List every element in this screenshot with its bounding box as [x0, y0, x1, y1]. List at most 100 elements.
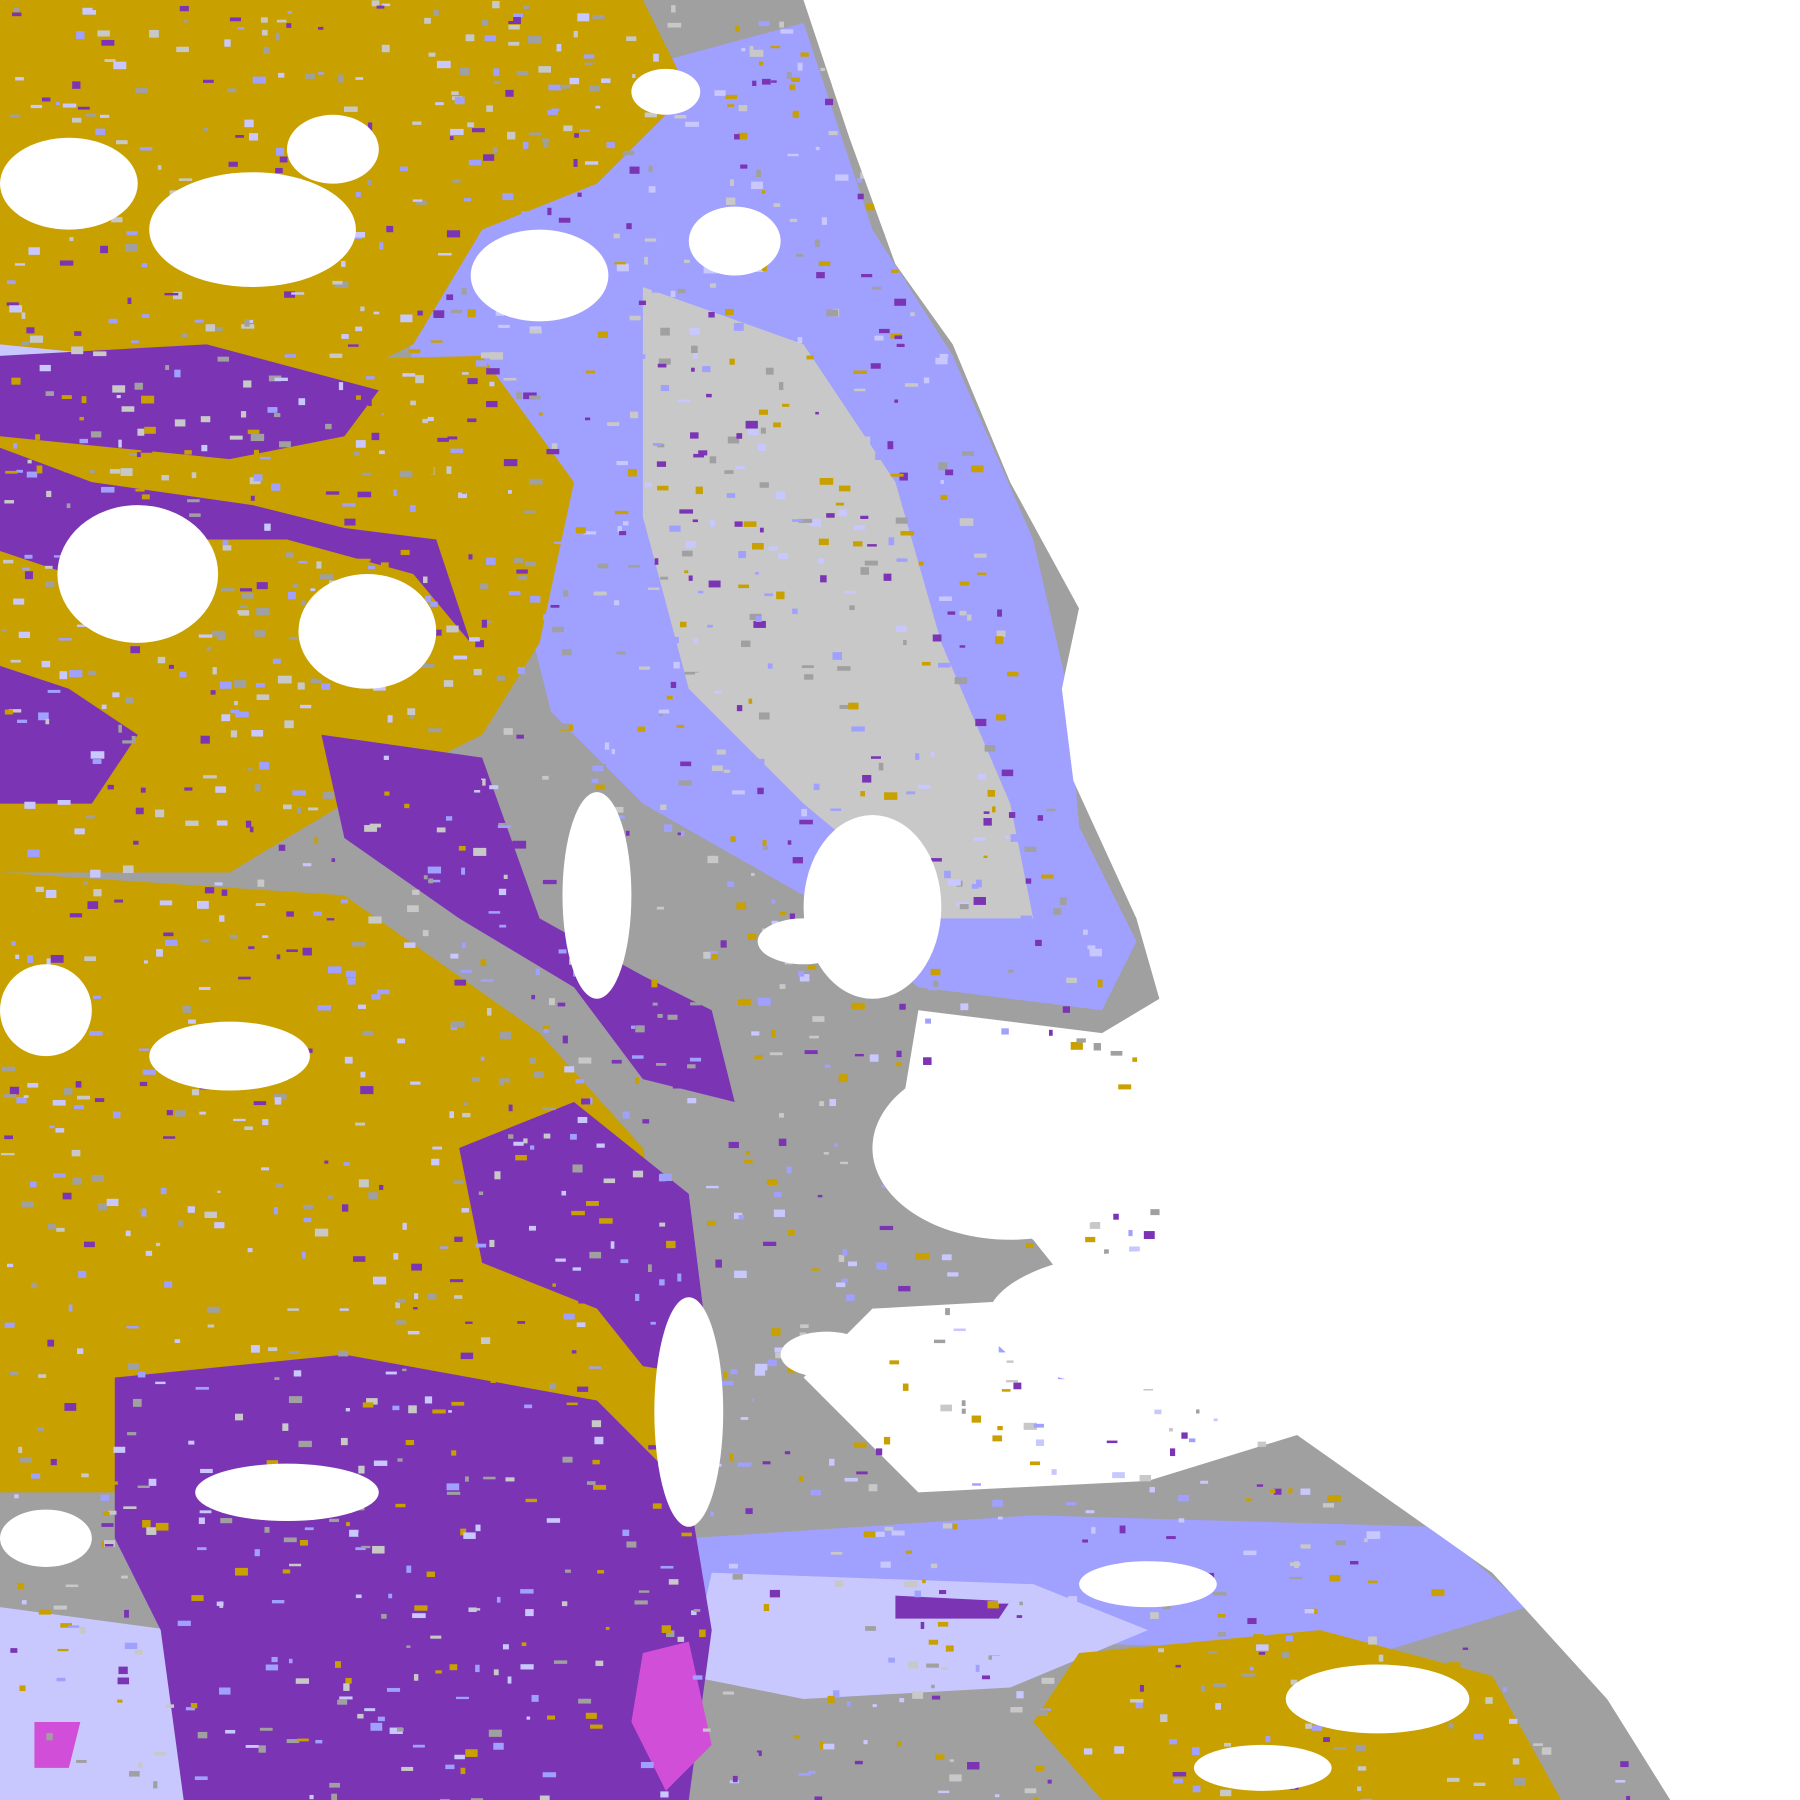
speckle-mark [77, 106, 90, 110]
speckle-mark [291, 1596, 296, 1601]
speckle-mark [1119, 1525, 1126, 1534]
speckle-mark [486, 105, 493, 112]
speckle-mark [538, 66, 552, 73]
speckle-mark [1168, 1427, 1173, 1432]
speckle-mark [490, 506, 495, 511]
speckle-mark [497, 1410, 504, 1416]
speckle-mark [591, 1420, 602, 1428]
speckle-mark [6, 302, 19, 306]
speckle-mark [587, 778, 599, 784]
speckle-mark [205, 324, 216, 332]
speckle-mark [751, 1031, 760, 1036]
speckle-mark [405, 427, 419, 433]
speckle-mark [809, 575, 820, 582]
speckle-mark [507, 490, 512, 494]
speckle-mark [443, 680, 454, 687]
speckle-mark [245, 820, 252, 828]
speckle-mark [410, 1081, 421, 1085]
speckle-mark [745, 1151, 750, 1155]
speckle-mark [201, 444, 208, 452]
speckle-mark [124, 110, 135, 116]
speckle-mark [341, 1204, 349, 1212]
speckle-mark [1150, 1209, 1160, 1216]
speckle-mark [756, 169, 762, 178]
speckle-mark [4, 1135, 13, 1140]
speckle-mark [1083, 929, 1088, 935]
speckle-mark [825, 98, 834, 106]
speckle-mark [523, 510, 535, 514]
speckle-mark [355, 1594, 362, 1599]
speckle-mark [462, 862, 473, 865]
speckle-mark [373, 311, 380, 315]
speckle-mark [402, 1368, 407, 1372]
speckle-mark [583, 54, 595, 59]
speckle-mark [155, 1522, 169, 1531]
speckle-mark [241, 1448, 246, 1453]
speckle-mark [4, 1722, 19, 1730]
speckle-mark [902, 1383, 909, 1391]
speckle-mark [872, 286, 882, 290]
speckle-mark [24, 571, 33, 580]
speckle-mark [377, 1674, 390, 1681]
speckle-mark [735, 466, 745, 470]
speckle-mark [118, 724, 122, 733]
speckle-mark [295, 1678, 310, 1684]
speckle-mark [1431, 1589, 1445, 1597]
speckle-mark [409, 1348, 423, 1356]
speckle-mark [669, 525, 681, 532]
speckle-mark [660, 804, 667, 810]
speckle-mark [543, 1133, 551, 1139]
speckle-mark [1256, 1644, 1269, 1651]
speckle-mark [287, 1308, 299, 1311]
speckle-mark [454, 1754, 465, 1760]
speckle-mark [412, 199, 423, 202]
speckle-mark [865, 1626, 876, 1631]
speckle-mark [894, 335, 903, 340]
speckle-mark [8, 709, 22, 713]
speckle-mark [595, 784, 605, 790]
speckle-mark [174, 1339, 181, 1343]
speckle-mark [274, 413, 281, 418]
speckle-mark [11, 377, 21, 385]
speckle-mark [583, 572, 596, 578]
speckle-mark [240, 411, 247, 418]
speckle-mark [460, 969, 473, 973]
speckle-mark [46, 958, 51, 966]
speckle-mark [243, 157, 254, 164]
speckle-mark [1217, 1614, 1226, 1618]
speckle-mark [122, 865, 134, 874]
speckle-mark [611, 1059, 622, 1064]
speckle-mark [431, 1158, 440, 1166]
speckle-mark [626, 1541, 637, 1548]
speckle-mark [1006, 671, 1019, 677]
speckle-mark [940, 494, 948, 501]
speckle-mark [654, 558, 659, 565]
speckle-mark [415, 375, 424, 384]
speckle-mark [345, 970, 357, 977]
speckle-mark [1166, 1536, 1176, 1540]
speckle-mark [523, 1138, 528, 1144]
speckle-mark [528, 1542, 538, 1547]
speckle-mark [702, 1728, 711, 1732]
speckle-mark [137, 1371, 146, 1378]
speckle-mark [864, 560, 878, 566]
clear-area [286, 114, 379, 184]
speckle-mark [344, 1056, 353, 1064]
speckle-mark [738, 998, 751, 1006]
speckle-mark [959, 610, 967, 616]
clear-area [57, 505, 219, 643]
clear-area [149, 172, 356, 287]
speckle-mark [415, 200, 427, 205]
speckle-mark [1110, 1050, 1123, 1056]
speckle-mark [1089, 1222, 1101, 1229]
speckle-mark [253, 474, 263, 482]
speckle-mark [79, 1626, 86, 1635]
speckle-mark [666, 1630, 675, 1637]
speckle-mark [930, 1563, 938, 1569]
speckle-mark [593, 1484, 607, 1490]
speckle-mark [989, 823, 997, 828]
speckle-mark [299, 738, 310, 742]
speckle-mark [139, 1081, 148, 1087]
speckle-mark [525, 1498, 538, 1503]
speckle-mark [262, 1119, 269, 1126]
